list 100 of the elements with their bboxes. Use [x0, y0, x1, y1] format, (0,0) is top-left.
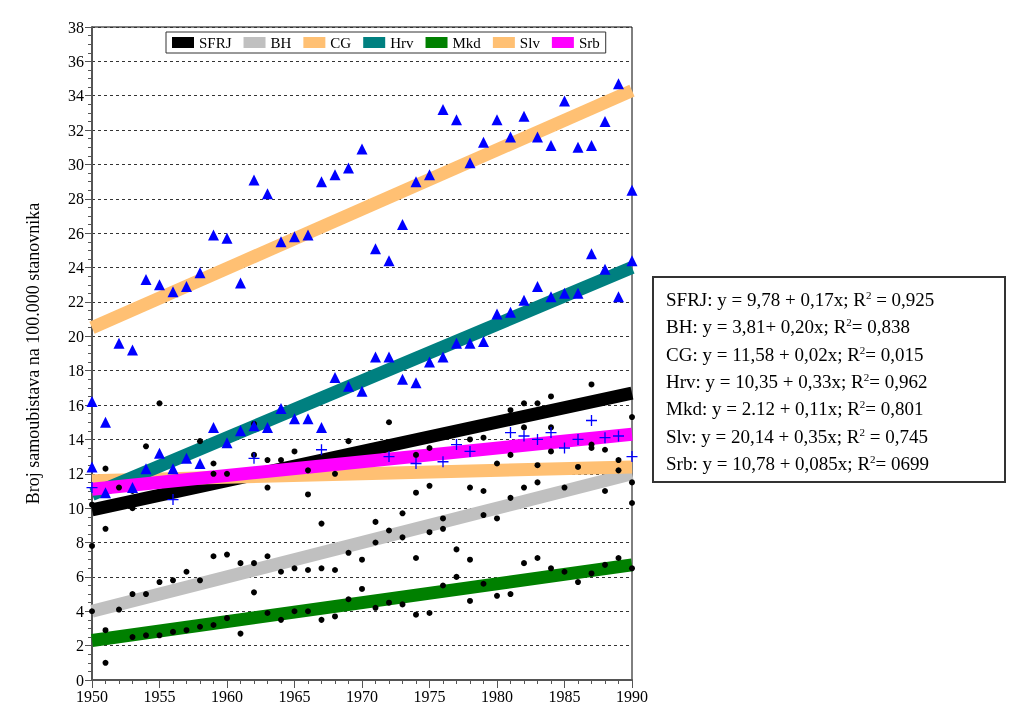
point [613, 78, 624, 90]
x-tick-label: 1975 [413, 687, 446, 705]
text: Srb: y = 10,78 + 0,085x; R$^{2}$= 0699 [666, 451, 931, 476]
point [316, 176, 327, 188]
y-tick-label: 16 [68, 396, 84, 414]
y-tick-label: 22 [68, 293, 84, 311]
point [194, 457, 206, 469]
legend-label: Mkd [452, 34, 482, 51]
point [532, 280, 543, 292]
text: CG: y = 11,58 + 0,02x; R$^{2}$= 0,015 [666, 342, 925, 366]
point [424, 169, 435, 181]
point [572, 287, 584, 299]
point [154, 279, 165, 291]
point [221, 437, 233, 449]
point [329, 372, 341, 384]
y-tick-label: 0 [76, 671, 84, 689]
point [626, 255, 638, 267]
point [167, 494, 179, 506]
point [586, 140, 597, 152]
point [262, 421, 273, 433]
point [235, 277, 246, 289]
legend-label: CG [330, 34, 352, 51]
point [613, 430, 624, 442]
point [86, 396, 98, 408]
y-tick-label: 30 [68, 155, 84, 173]
y-tick-label: 38 [68, 18, 84, 36]
point [140, 274, 152, 286]
y-tick-label: 26 [68, 224, 84, 242]
x-tick-label: 1985 [548, 687, 581, 705]
point [397, 373, 408, 385]
point [559, 95, 570, 107]
point [437, 351, 449, 363]
point [572, 433, 584, 445]
legend-label: Srb [578, 34, 600, 51]
x-tick-label: 1990 [616, 687, 648, 705]
point [424, 356, 435, 368]
point [437, 103, 449, 115]
point [545, 291, 557, 303]
point [383, 451, 395, 463]
point [464, 157, 476, 169]
x-tick-label: 1970 [346, 687, 378, 705]
legend-label: Hrv [390, 34, 415, 51]
text: SFRJ: y = 9,78 + 0,17x; R$^{2}$ = 0,925 [666, 288, 936, 312]
point [181, 452, 192, 464]
text: BH: y = 3,81+ 0,20x; R$^{2}$= 0,838 [666, 315, 912, 339]
y-tick-label: 28 [68, 190, 84, 208]
point [478, 335, 489, 347]
y-tick-label: 12 [68, 465, 84, 483]
y-axis-title: Broj samoubistava na 100.000 stanovnika [23, 202, 43, 505]
y-tick-label: 14 [68, 430, 84, 448]
text: Slv: y = 20,14 + 0,35x; R$^{2}$ = 0,745 [666, 424, 929, 448]
text: Mkd: y = 2.12 + 0,11x; R$^{2}$= 0,801 [666, 397, 925, 421]
point [518, 430, 530, 442]
point [410, 457, 422, 469]
point [505, 306, 516, 318]
legend-label: BH [270, 34, 292, 51]
point [289, 413, 300, 425]
point [154, 447, 165, 459]
point [181, 280, 192, 292]
y-tick-label: 2 [76, 637, 84, 655]
point [194, 267, 206, 279]
point [451, 337, 462, 349]
point [518, 110, 530, 122]
point [248, 420, 260, 432]
point [410, 176, 422, 188]
y-tick-label: 18 [68, 362, 84, 380]
point [437, 456, 449, 468]
x-tick-label: 1980 [481, 687, 513, 705]
point [100, 487, 111, 499]
point [613, 291, 624, 303]
y-tick-label: 20 [68, 327, 84, 345]
x-tick-label: 1960 [211, 687, 243, 705]
point [464, 337, 476, 349]
point [302, 229, 314, 241]
point [100, 416, 111, 428]
point [208, 421, 219, 433]
point [383, 255, 395, 267]
point [464, 445, 476, 457]
point [478, 136, 489, 148]
point [518, 294, 530, 306]
point [491, 308, 503, 320]
x-tick-label: 1955 [143, 687, 176, 705]
point [559, 287, 570, 299]
point [397, 219, 408, 231]
point [505, 131, 516, 143]
point [127, 344, 138, 356]
point [113, 337, 125, 349]
point [167, 463, 179, 475]
point [356, 143, 368, 155]
point [86, 482, 98, 494]
point [127, 482, 138, 494]
point [545, 140, 557, 152]
point [221, 232, 233, 244]
point [275, 402, 287, 414]
y-tick-label: 8 [76, 534, 84, 552]
point [289, 231, 300, 243]
point [329, 169, 341, 181]
point [343, 162, 354, 174]
point [410, 377, 422, 389]
point [86, 461, 98, 473]
